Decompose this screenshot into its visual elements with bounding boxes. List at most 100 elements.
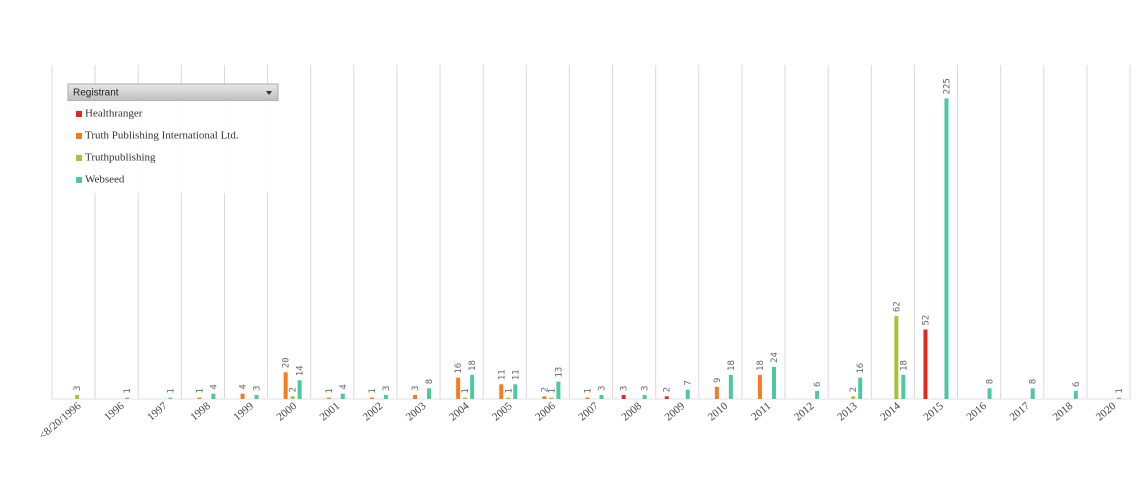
value-label: 8 [425,379,435,384]
legend-swatch [76,155,82,161]
value-label: 18 [468,360,478,371]
value-label: 8 [986,379,996,384]
x-tick-label: 2017 [1008,400,1033,424]
value-label: 14 [296,365,306,376]
x-tick-label: 2012 [792,400,817,423]
bar [685,389,690,399]
value-label: 2 [540,387,550,392]
value-label: 20 [282,357,292,368]
bar [326,397,331,399]
value-label: 13 [554,367,564,378]
value-label: 8 [1029,379,1039,384]
value-label: 4 [209,384,219,389]
value-label: 1 [123,388,133,393]
x-tick-label: 2004 [447,400,472,424]
legend-swatch [76,133,82,139]
bar [470,374,475,399]
value-label: 225 [942,78,952,94]
value-label: 1 [166,388,176,393]
bar [456,377,461,399]
legend-swatch [76,177,82,183]
x-tick-label: 2018 [1051,400,1076,424]
bar [254,394,259,399]
value-label: 9 [713,378,723,383]
value-label: 16 [454,363,464,374]
bar [728,374,733,399]
bar [771,366,776,399]
value-label: 1 [504,388,514,393]
legend-swatch [76,111,82,117]
value-label: 7 [684,380,694,385]
x-tick-label: 2013 [835,400,860,424]
bar [506,397,511,399]
legend-box [68,101,278,193]
value-label: 2 [849,387,859,392]
value-label: 16 [856,363,866,374]
bar [413,394,418,399]
value-label: 1 [368,388,378,393]
bar [621,394,626,399]
bar [923,329,928,399]
bar [499,384,504,399]
bar [283,372,288,399]
value-label: 18 [756,360,766,371]
bar [901,374,906,399]
x-tick-label: 2020 [1094,400,1119,424]
bar [240,393,245,399]
x-tick-label: 2016 [964,400,989,424]
bar [549,397,554,399]
bar [427,388,432,399]
bar [757,374,762,399]
value-label: 3 [73,386,83,391]
value-label: 6 [813,382,823,387]
bar [858,377,863,399]
value-label: 1 [1115,388,1125,393]
x-tick-label: 1997 [145,400,170,424]
value-label: 1 [547,388,557,393]
bar [513,384,518,399]
bar [125,397,130,399]
value-label: 3 [382,386,392,391]
value-label: 3 [641,386,651,391]
value-label: 62 [892,301,902,312]
x-tick-label: 2015 [921,400,946,424]
bar [851,396,856,399]
bar [1073,390,1078,399]
value-label: 1 [325,388,335,393]
bar [383,394,388,399]
bar [168,397,173,399]
bar [714,386,719,399]
bar [642,394,647,399]
x-tick-label: 1996 [102,400,127,424]
bar [894,316,899,399]
value-label: 24 [770,352,780,363]
x-tick-label: 2011 [749,400,773,423]
x-tick-label: 2005 [490,400,515,424]
value-label: 6 [1072,382,1082,387]
x-tick-label: 2009 [663,400,688,424]
x-tick-label: 2010 [706,400,731,424]
legend-label: Truth Publishing International Ltd. [85,130,239,142]
bar [75,394,80,399]
x-tick-label: 2001 [318,400,343,423]
value-label: 11 [511,369,521,380]
legend: Registrant Healthranger Truth Publishing … [67,83,279,193]
value-label: 1 [584,388,594,393]
bar [297,380,302,399]
bar [1116,397,1121,399]
legend-label: Webseed [85,174,125,186]
x-tick-label: 2007 [576,400,601,424]
bar [369,397,374,399]
value-label: 52 [921,315,931,326]
value-label: 3 [598,386,608,391]
dropdown-arrow[interactable] [266,91,272,95]
value-label: 1 [461,388,471,393]
value-label: 2 [289,387,299,392]
x-tick-label: 1998 [188,400,213,424]
x-tick-label: 1999 [231,400,256,424]
x-tick-label: 2000 [275,400,300,424]
legend-label: Healthranger [85,108,143,120]
value-label: 11 [497,369,507,380]
bar [197,397,202,399]
